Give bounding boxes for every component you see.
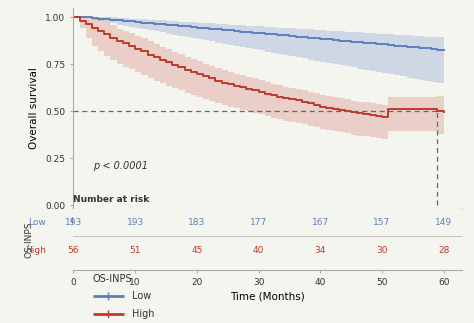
Text: High: High	[25, 246, 46, 255]
Text: p < 0.0001: p < 0.0001	[93, 161, 148, 171]
Text: High: High	[132, 309, 154, 319]
X-axis label: Time (Months): Time (Months)	[230, 291, 305, 301]
X-axis label: Time (Months): Time (Months)	[230, 230, 305, 240]
Text: Number at risk: Number at risk	[73, 195, 150, 204]
Text: 40: 40	[253, 246, 264, 255]
Text: OS-INPS: OS-INPS	[93, 274, 133, 284]
Text: 183: 183	[188, 218, 206, 227]
Text: 45: 45	[191, 246, 202, 255]
Text: 177: 177	[250, 218, 267, 227]
Text: Low: Low	[28, 218, 46, 227]
Text: Low: Low	[132, 291, 151, 301]
Text: 193: 193	[65, 218, 82, 227]
Text: 28: 28	[438, 246, 449, 255]
Text: OS-INPS: OS-INPS	[24, 221, 33, 258]
Text: 51: 51	[129, 246, 141, 255]
Text: 193: 193	[127, 218, 144, 227]
Text: 56: 56	[68, 246, 79, 255]
Text: 34: 34	[315, 246, 326, 255]
Text: 149: 149	[435, 218, 452, 227]
Text: 157: 157	[374, 218, 391, 227]
Text: 30: 30	[376, 246, 388, 255]
Y-axis label: Overall survival: Overall survival	[29, 68, 39, 150]
Text: 167: 167	[311, 218, 329, 227]
